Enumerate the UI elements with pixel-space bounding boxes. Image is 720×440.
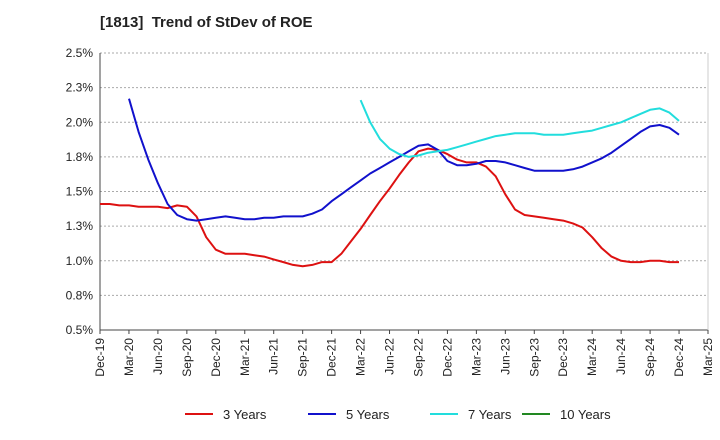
x-tick-label: Jun-20 [151,338,165,375]
x-tick-label: Mar-24 [585,338,599,376]
y-tick-label: 2.5% [66,46,94,60]
x-tick-label: Dec-23 [556,338,570,377]
y-tick-label: 2.0% [66,115,94,129]
legend-label: 3 Years [223,407,267,422]
y-tick-label: 1.5% [66,185,94,199]
legend-label: 10 Years [560,407,611,422]
x-tick-label: Jun-21 [267,338,281,375]
series-line-5-years [128,98,680,222]
series-line-3-years [100,147,679,268]
x-tick-label: Sep-22 [411,338,425,377]
x-tick-label: Jun-22 [383,338,397,375]
legend-label: 7 Years [468,407,512,422]
y-tick-label: 2.3% [66,81,94,95]
x-tick-label: Dec-19 [93,338,107,377]
y-tick-label: 1.3% [66,219,94,233]
y-tick-label: 0.8% [66,288,94,302]
x-tick-label: Mar-20 [122,338,136,376]
x-tick-label: Mar-25 [701,338,715,376]
x-tick-label: Dec-24 [672,338,686,377]
x-tick-label: Jun-24 [614,338,628,375]
x-tick-label: Sep-23 [527,338,541,377]
legend-label: 5 Years [346,407,390,422]
x-tick-label: Dec-22 [440,338,454,377]
y-tick-label: 0.5% [66,323,94,337]
y-tick-label: 1.0% [66,254,94,268]
x-tick-label: Mar-22 [354,338,368,376]
x-tick-label: Dec-20 [209,338,223,377]
x-tick-label: Jun-23 [498,338,512,375]
y-tick-label: 1.8% [66,150,94,164]
series-line-7-years [359,99,680,158]
x-tick-label: Sep-24 [643,338,657,377]
x-tick-label: Mar-23 [469,338,483,376]
x-tick-label: Dec-21 [325,338,339,377]
x-tick-label: Sep-21 [296,338,310,377]
x-tick-label: Mar-21 [238,338,252,376]
chart-title: [1813] Trend of StDev of ROE [100,14,313,31]
x-tick-label: Sep-20 [180,338,194,377]
